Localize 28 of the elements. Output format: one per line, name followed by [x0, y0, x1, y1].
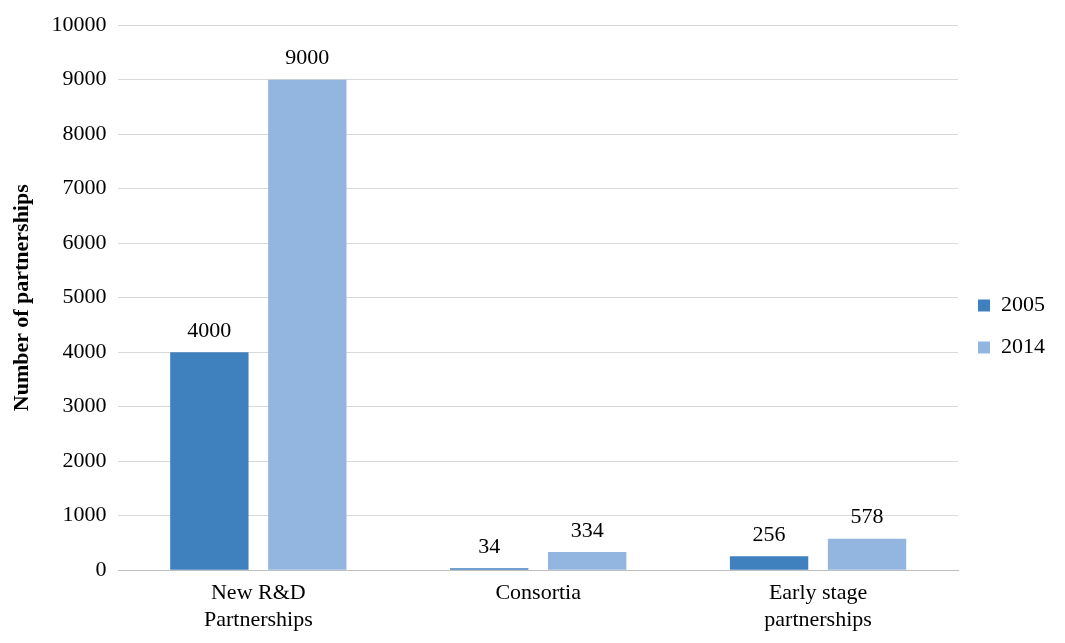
y-tick-label: 4000 [62, 337, 107, 363]
y-tick-label: 3000 [62, 392, 107, 418]
data-label: 578 [850, 503, 884, 529]
legend-label: 2005 [1001, 291, 1045, 317]
y-axis-title: Number of partnerships [7, 183, 33, 412]
bar [729, 556, 809, 570]
y-tick-label: 6000 [62, 228, 107, 254]
y-tick-label: 1000 [62, 501, 107, 527]
y-tick-label: 7000 [62, 174, 107, 200]
bar [170, 352, 249, 570]
data-label: 34 [478, 533, 501, 559]
y-tick-label: 5000 [62, 283, 107, 309]
y-tick-label: 2000 [62, 446, 107, 472]
data-label: 334 [570, 516, 604, 542]
y-tick-label: 10000 [51, 10, 107, 36]
bar [827, 538, 907, 570]
x-tick-label: New R&D Partnerships [203, 579, 313, 631]
data-label: 256 [752, 521, 786, 547]
x-tick-label: Early stage partnerships [764, 579, 872, 631]
data-label: 4000 [187, 316, 232, 342]
bar [548, 552, 627, 570]
bar [268, 79, 347, 570]
legend-label: 2014 [1001, 333, 1045, 359]
data-label: 9000 [285, 44, 330, 70]
y-tick-label: 0 [95, 555, 107, 581]
x-tick-label: Consortia [495, 579, 582, 605]
y-tick-label: 8000 [62, 119, 107, 145]
y-tick-label: 9000 [62, 65, 107, 91]
